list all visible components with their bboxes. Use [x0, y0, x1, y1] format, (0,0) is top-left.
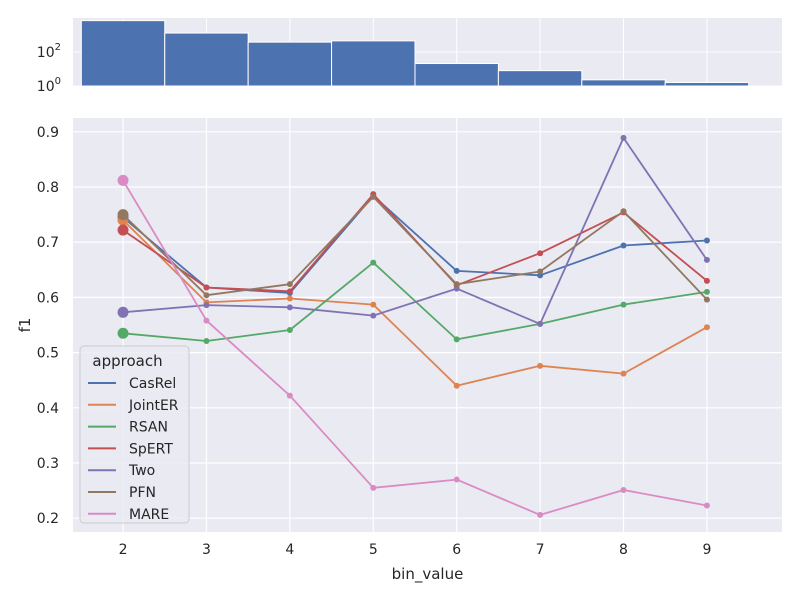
x-tick-label: 5 — [369, 542, 378, 558]
legend: approach CasRel JointER RSAN SpERT Two PFN MARE — [79, 345, 190, 524]
x-tick-label: 2 — [119, 542, 128, 558]
data-point-pfn — [370, 193, 377, 200]
y-tick-label: 0.8 — [37, 180, 59, 196]
data-point-pfn — [453, 281, 460, 288]
data-point-rsan — [703, 288, 710, 295]
y-tick-label: 0.5 — [37, 346, 59, 362]
data-point-mare — [537, 511, 544, 518]
histogram-bar-3 — [164, 32, 249, 87]
data-point-jointer — [703, 324, 710, 331]
data-point-mare — [117, 174, 129, 186]
x-tick-label: 9 — [702, 542, 711, 558]
histogram-y-tick-label: 100 — [37, 76, 61, 95]
data-point-mare — [453, 476, 460, 483]
data-point-rsan — [370, 259, 377, 266]
series-line-two — [122, 136, 708, 325]
y-tick-label: 0.6 — [37, 290, 59, 306]
legend-label: JointER — [128, 398, 179, 414]
data-point-spert — [703, 277, 710, 284]
data-point-spert — [117, 224, 129, 236]
data-point-two — [286, 304, 293, 311]
data-point-rsan — [117, 327, 129, 339]
legend-label: PFN — [129, 485, 156, 501]
x-tick-label: 8 — [619, 542, 628, 558]
series-line-rsan — [122, 261, 708, 342]
y-tick-label: 0.3 — [37, 456, 59, 472]
x-tick-label: 4 — [285, 542, 294, 558]
x-tick-label: 6 — [452, 542, 461, 558]
data-point-casrel — [453, 267, 460, 274]
series-line-jointer — [122, 219, 708, 387]
histogram-bar-9 — [664, 82, 750, 87]
data-point-casrel — [703, 237, 710, 244]
histogram-panel: 100 102 — [37, 18, 782, 95]
legend-box — [79, 345, 190, 524]
data-point-two — [370, 312, 377, 319]
x-tick-label: 7 — [536, 542, 545, 558]
data-point-rsan — [286, 326, 293, 333]
data-point-mare — [286, 392, 293, 399]
data-point-two — [203, 302, 210, 309]
data-point-jointer — [370, 301, 377, 308]
data-point-mare — [370, 484, 377, 491]
y-axis-label: f1 — [16, 318, 34, 333]
data-point-rsan — [453, 336, 460, 343]
data-point-mare — [703, 502, 710, 509]
histogram-bar-7 — [497, 70, 583, 87]
y-tick-label: 0.2 — [37, 511, 59, 527]
data-point-two — [537, 320, 544, 327]
data-point-pfn — [203, 292, 210, 299]
histogram-bar-5 — [331, 40, 416, 87]
data-point-jointer — [537, 362, 544, 369]
data-point-two — [620, 134, 627, 141]
data-point-casrel — [620, 242, 627, 249]
legend-title: approach — [92, 352, 162, 370]
data-point-spert — [537, 250, 544, 257]
data-point-jointer — [453, 382, 460, 389]
data-point-spert — [286, 288, 293, 295]
data-point-two — [117, 306, 129, 318]
data-point-jointer — [620, 370, 627, 377]
x-tick-label: 3 — [202, 542, 211, 558]
x-axis-label: bin_value — [392, 565, 464, 584]
data-point-two — [703, 256, 710, 263]
legend-label: RSAN — [129, 420, 168, 436]
data-point-two — [453, 285, 460, 292]
data-point-mare — [203, 317, 210, 324]
data-point-pfn — [703, 296, 710, 303]
series-line-mare — [122, 179, 708, 516]
legend-label: Two — [128, 463, 155, 479]
histogram-y-tick-label: 102 — [37, 42, 61, 61]
data-point-pfn — [537, 268, 544, 275]
histogram-bar-2 — [80, 20, 166, 87]
data-point-rsan — [203, 338, 210, 345]
data-point-mare — [620, 487, 627, 494]
legend-label: MARE — [129, 507, 169, 523]
y-tick-label: 0.7 — [37, 235, 59, 251]
data-point-pfn — [286, 281, 293, 288]
data-point-pfn — [117, 209, 129, 221]
data-point-rsan — [620, 301, 627, 308]
legend-label: SpERT — [129, 441, 173, 457]
data-point-jointer — [286, 295, 293, 302]
series-line-pfn — [122, 195, 708, 301]
histogram-bar-4 — [247, 41, 333, 87]
histogram-bar-6 — [414, 63, 499, 87]
data-point-spert — [203, 284, 210, 291]
legend-label: CasRel — [129, 376, 176, 392]
data-point-pfn — [620, 208, 627, 215]
f1-line-panel: 0.2 0.3 0.4 0.5 0.6 0.7 0.8 0.9 2 3 4 5 6 7 8 9 bin_valu… — [16, 118, 782, 584]
histogram-bar-8 — [581, 79, 666, 87]
y-tick-label: 0.4 — [37, 401, 59, 417]
y-tick-label: 0.9 — [37, 125, 59, 141]
